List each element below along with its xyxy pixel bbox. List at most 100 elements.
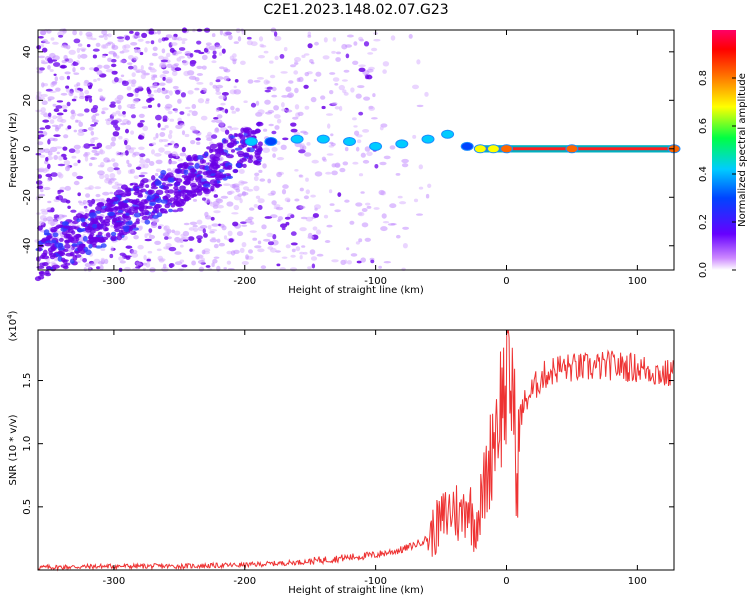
heatmap-cell xyxy=(226,260,232,265)
heatmap-cell xyxy=(162,76,166,81)
heatmap-cell xyxy=(161,139,169,142)
heatmap-cell xyxy=(127,220,133,226)
heatmap-cell xyxy=(194,163,200,169)
heatmap-cell xyxy=(257,248,265,253)
heatmap-cell xyxy=(250,41,258,47)
heatmap-cell xyxy=(324,240,331,243)
heatmap-cell xyxy=(379,125,384,131)
heatmap-cell xyxy=(246,36,252,40)
heatmap-cell xyxy=(189,53,194,58)
heatmap-cell xyxy=(305,216,313,222)
heatmap-cell xyxy=(90,262,96,267)
heatmap-cell xyxy=(281,95,289,98)
y-tick-label: -40 xyxy=(22,238,33,254)
heatmap-cell xyxy=(197,98,205,104)
heatmap-cell xyxy=(147,93,154,97)
heatmap-cell xyxy=(165,94,170,100)
heatmap-cell xyxy=(304,152,312,157)
heatmap-cell xyxy=(239,247,245,253)
heatmap-cell xyxy=(77,131,85,136)
heatmap-cell xyxy=(119,59,126,64)
heatmap-cell xyxy=(40,111,48,116)
heatmap-cell xyxy=(250,102,257,108)
heatmap-cell xyxy=(140,179,145,186)
heatmap-cell xyxy=(213,243,219,249)
heatmap-cell xyxy=(368,106,376,111)
heatmap-cell xyxy=(416,104,424,108)
heatmap-cell xyxy=(44,125,51,130)
heatmap-cell xyxy=(202,228,206,234)
heatmap-cell xyxy=(91,198,96,204)
heatmap-cell xyxy=(299,227,307,232)
heatmap-cell xyxy=(40,44,45,48)
heatmap-cell xyxy=(178,47,186,51)
heatmap-cell xyxy=(177,98,182,104)
heatmap-cell xyxy=(229,55,235,61)
heatmap-cell xyxy=(383,155,391,160)
heatmap-cell xyxy=(146,196,153,201)
snr-scale-label: (x104) xyxy=(6,310,19,341)
heatmap-cell xyxy=(106,159,111,163)
heatmap-cell xyxy=(249,207,255,211)
heatmap-cell xyxy=(247,79,254,84)
heatmap-cell xyxy=(366,74,373,80)
heatmap-cell xyxy=(280,144,287,150)
heatmap-cell xyxy=(77,245,83,252)
heatmap-cell xyxy=(285,109,293,113)
heatmap-cell xyxy=(55,125,61,130)
heatmap-cell xyxy=(178,190,185,197)
heatmap-cell xyxy=(290,122,297,127)
heatmap-cell xyxy=(96,201,105,207)
heatmap-cell xyxy=(158,38,162,43)
heatmap-cell xyxy=(241,191,247,197)
heatmap-cell xyxy=(355,93,362,99)
heatmap-cell xyxy=(357,85,365,89)
heatmap-cell xyxy=(132,98,139,104)
colorbar-tick-label: 0.0 xyxy=(698,262,709,278)
heatmap-cell xyxy=(35,180,43,185)
heatmap-cell xyxy=(214,152,221,158)
heatmap-cell xyxy=(303,53,310,56)
heatmap-cell xyxy=(82,200,88,205)
heatmap-cell xyxy=(268,123,274,127)
heatmap-cell xyxy=(100,223,108,227)
heatmap-cell xyxy=(139,159,147,164)
heatmap-cell xyxy=(233,85,237,89)
heatmap-cell xyxy=(119,260,126,264)
heatmap-cell xyxy=(336,51,341,55)
heatmap-cell xyxy=(335,57,341,62)
heatmap-cell xyxy=(154,240,162,245)
heatmap-cell xyxy=(37,174,42,179)
heatmap-cell xyxy=(102,191,110,196)
heatmap-cell xyxy=(97,88,103,92)
heatmap-cell xyxy=(40,96,46,100)
heatmap-cell xyxy=(158,259,165,263)
heatmap-cell xyxy=(129,30,134,34)
heatmap-cell xyxy=(331,259,339,263)
heatmap-cell xyxy=(39,270,46,277)
heatmap-cell xyxy=(312,213,319,218)
heatmap-cell xyxy=(71,98,77,102)
y-tick-label: 0 xyxy=(22,146,33,152)
heatmap-cell xyxy=(257,198,265,204)
heatmap-cell xyxy=(104,173,110,179)
heatmap-noise-cloud xyxy=(34,27,432,282)
heatmap-cell xyxy=(228,190,235,194)
heatmap-cell xyxy=(90,124,97,127)
heatmap-cell xyxy=(79,88,84,92)
heatmap-cell xyxy=(123,200,130,203)
heatmap-cell xyxy=(181,198,187,204)
heatmap-cell xyxy=(360,257,367,263)
ridge-point xyxy=(460,141,474,151)
heatmap-cell xyxy=(165,103,173,109)
heatmap-cell xyxy=(233,249,240,254)
heatmap-cell xyxy=(100,243,107,248)
heatmap-cell xyxy=(173,200,180,205)
heatmap-cell xyxy=(191,260,197,266)
heatmap-cell xyxy=(139,153,146,158)
heatmap-cell xyxy=(273,114,281,119)
heatmap-cell xyxy=(208,45,217,51)
heatmap-cell xyxy=(249,230,257,233)
heatmap-cell xyxy=(252,237,258,241)
heatmap-cell xyxy=(87,235,94,240)
